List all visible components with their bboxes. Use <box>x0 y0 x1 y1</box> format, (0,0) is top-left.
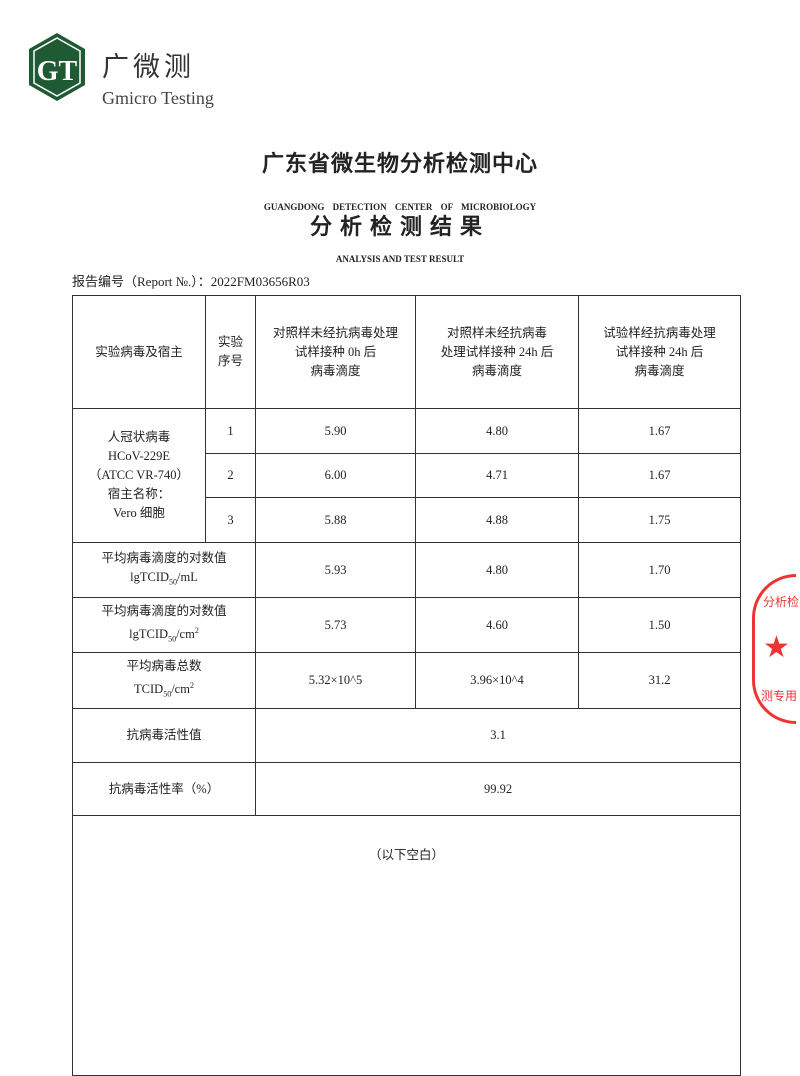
header-row: 实验病毒及宿主 实验序号 对照样未经抗病毒处理 试样接种 0h 后病毒滴度 对照样未经抗… <box>72 295 741 409</box>
value-cell: 4.88 <box>415 497 579 543</box>
virus-host-cell: 人冠状病毒 HCoV-229E （ATCC VR-740） 宿主名称： Vero 细胞 <box>72 408 206 543</box>
header-text: 实验序号 <box>217 335 243 368</box>
row-label: 平均病毒总数 TCID50/cm2 <box>72 652 256 709</box>
label-text: 平均病毒滴度的对数值 <box>101 550 227 565</box>
unit-text: lgTCID50/mL <box>130 569 198 587</box>
table-row: 2 6.00 4.71 1.67 <box>73 453 741 498</box>
header-line: 病毒滴度 <box>471 363 522 378</box>
header-line: 试验样经抗病毒处理 <box>603 325 716 340</box>
virus-line: Vero 细胞 <box>113 506 165 520</box>
column-header: 对照样未经抗病毒 处理试样接种 24h 后病毒滴度 <box>415 295 579 409</box>
column-header: 试验样经抗病毒处理 试样接种 24h 后病毒滴度 <box>578 295 741 409</box>
seq-cell: 1 <box>205 408 256 454</box>
brand-name-en: Gmicro Testing <box>102 88 214 108</box>
star-icon: ★ <box>763 631 790 664</box>
avg-cm2-row: 平均病毒滴度的对数值 lgTCID50/cm2 5.73 4.60 1.50 <box>72 597 741 653</box>
label-text: 平均病毒总数 <box>126 659 202 674</box>
avg-ml-row: 平均病毒滴度的对数值 lgTCID50/mL 5.93 4.80 1.70 <box>72 542 741 598</box>
row-label: 平均病毒滴度的对数值 lgTCID50/cm2 <box>72 597 256 653</box>
svg-text:GT: GT <box>37 56 78 87</box>
brand-name-cn: 广微测 <box>102 52 195 83</box>
total-row: 平均病毒总数 TCID50/cm2 5.32×10^5 3.96×10^4 31.… <box>72 652 741 709</box>
header-line: 试样接种 24h 后 <box>615 344 704 359</box>
blank-row: （以下空白） <box>72 815 741 1076</box>
value-cell: 31.2 <box>578 652 741 709</box>
doc-title-en: ANALYSIS AND TEST RESULT <box>335 254 465 264</box>
virus-line: 宿主名称： <box>107 487 171 501</box>
value-cell: 99.92 <box>255 762 741 816</box>
seq-cell: 2 <box>205 453 256 498</box>
row-label: 抗病毒活性值 <box>72 708 256 763</box>
header-line: 病毒滴度 <box>634 363 685 378</box>
virus-line: HCoV-229E <box>107 449 171 463</box>
header-line: 对照样未经抗病毒 <box>446 325 547 340</box>
unit-text: lgTCID50/cm2 <box>129 625 199 644</box>
stamp-text-top: 分析检 <box>763 595 800 609</box>
virus-line: （ATCC VR-740） <box>88 468 190 482</box>
value-cell: 3.96×10^4 <box>415 652 579 709</box>
virus-line: 人冠状病毒 <box>107 430 171 444</box>
blank-note: （以下空白） <box>72 815 741 1076</box>
header-line: 病毒滴度 <box>310 363 361 378</box>
report-value: 2022FM03656R03 <box>210 274 310 289</box>
value-cell: 5.90 <box>255 408 416 454</box>
value-cell: 1.50 <box>578 597 741 653</box>
column-header: 实验序号 <box>205 295 256 409</box>
value-cell: 1.67 <box>578 408 741 454</box>
row-label: 平均病毒滴度的对数值 lgTCID50/mL <box>72 542 256 598</box>
unit-text: TCID50/cm2 <box>134 681 194 699</box>
value-cell: 1.75 <box>578 497 741 543</box>
header-line: 处理试样接种 24h 后 <box>440 344 554 359</box>
company-logo: GT <box>29 33 85 101</box>
doc-title-cn: 分析检测结果 <box>309 215 490 240</box>
org-title-en: GUANGDONG DETECTION CENTER OF MICROBIOLO… <box>263 202 537 212</box>
official-stamp: 分析检 ★ 测专用 <box>752 574 800 724</box>
value-cell: 6.00 <box>255 453 416 498</box>
total-value: 5.32×10^5 <box>308 673 363 687</box>
value-cell: 1.67 <box>578 453 741 498</box>
value-cell: 5.88 <box>255 497 416 543</box>
results-table: 实验病毒及宿主 实验序号 对照样未经抗病毒处理 试样接种 0h 后病毒滴度 对照样未经抗… <box>72 295 741 1076</box>
column-header: 对照样未经抗病毒处理 试样接种 0h 后病毒滴度 <box>255 295 416 409</box>
total-value: 3.96×10^4 <box>470 673 524 687</box>
org-title-cn: 广东省微生物分析检测中心 <box>261 152 538 177</box>
value-cell: 4.80 <box>415 542 579 598</box>
value-cell: 4.80 <box>415 408 579 454</box>
column-header: 实验病毒及宿主 <box>72 295 206 409</box>
value-cell: 5.73 <box>255 597 416 653</box>
value-cell: 4.71 <box>415 453 579 498</box>
header-line: 对照样未经抗病毒处理 <box>272 325 398 340</box>
report-label: 报告编号（Report №.）： <box>72 274 211 289</box>
table-row: 人冠状病毒 HCoV-229E （ATCC VR-740） 宿主名称： Vero 细胞 … <box>72 408 741 543</box>
activity-row: 抗病毒活性值 3.1 <box>72 708 741 763</box>
header-line: 试样接种 0h 后 <box>294 344 377 359</box>
value-cell: 1.70 <box>578 542 741 598</box>
value-cell: 5.93 <box>255 542 416 598</box>
report-number: 报告编号（Report №.）：2022FM03656R03 <box>72 274 310 290</box>
row-label: 抗病毒活性率（%） <box>72 762 256 816</box>
seq-cell: 3 <box>205 497 256 543</box>
table-row: 3 5.88 4.88 1.75 <box>73 497 741 543</box>
stamp-text-bottom: 测专用 <box>761 689 798 703</box>
value-cell: 3.1 <box>255 708 741 763</box>
rate-row: 抗病毒活性率（%） 99.92 <box>72 762 741 816</box>
label-text: 平均病毒滴度的对数值 <box>101 603 227 618</box>
value-cell: 5.32×10^5 <box>255 652 416 709</box>
value-cell: 4.60 <box>415 597 579 653</box>
header-line: 实验病毒及宿主 <box>95 344 183 359</box>
